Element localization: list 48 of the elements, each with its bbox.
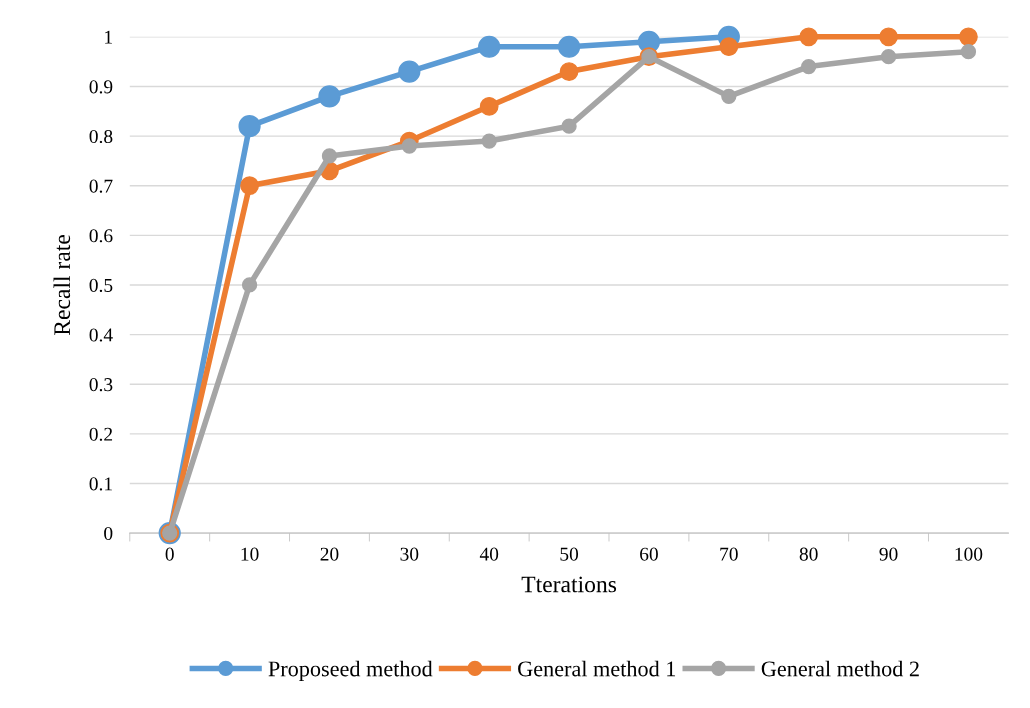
point <box>799 27 819 47</box>
point <box>561 118 577 134</box>
x-tick-label: 60 <box>640 547 658 561</box>
point <box>401 138 417 154</box>
x-tick-label: 90 <box>879 547 898 561</box>
point <box>481 133 497 149</box>
x-tick-label: 40 <box>479 547 499 561</box>
y-tick-label: 0.1 <box>89 477 112 491</box>
point <box>960 44 977 60</box>
legend-label: General method 1 <box>518 660 676 677</box>
point <box>959 27 978 47</box>
x-tick-label: 30 <box>400 547 419 561</box>
y-tick-label: 0.2 <box>89 427 113 441</box>
x-tick-label: 50 <box>560 547 579 561</box>
point <box>880 49 897 65</box>
y-tick-label: 1 <box>105 30 112 44</box>
y-tick-label: 0.9 <box>89 80 113 94</box>
point <box>478 35 501 58</box>
point <box>479 96 499 116</box>
legend-label: Proposeed method <box>268 660 433 681</box>
point <box>398 60 421 83</box>
y-tick-label: 0.3 <box>89 378 113 392</box>
x-tick-label: 20 <box>320 547 339 561</box>
y-tick-label: 0 <box>104 526 113 541</box>
y-tick-label: 0.5 <box>89 278 113 292</box>
x-axis-title: Tterations <box>521 576 617 593</box>
point <box>721 88 737 105</box>
y-tick-label: 0.6 <box>89 229 113 243</box>
point <box>240 176 259 196</box>
y-tick-label: 0.7 <box>89 179 113 193</box>
x-tick-label: 80 <box>799 547 818 561</box>
point <box>879 27 898 47</box>
x-tick-label: 10 <box>241 547 259 561</box>
y-axis-title: Recall rate <box>53 234 71 336</box>
point <box>238 115 261 138</box>
x-tick-label: 70 <box>720 547 738 561</box>
legend-label: General method 2 <box>761 660 919 677</box>
point <box>719 37 739 57</box>
point <box>559 62 579 81</box>
point <box>318 85 341 108</box>
y-tick-label: 0.4 <box>89 328 113 342</box>
y-tick-label: 0.8 <box>89 129 113 144</box>
x-tick-label: 0 <box>165 547 174 561</box>
point <box>321 148 338 164</box>
point <box>241 277 258 293</box>
x-tick-label: 100 <box>955 547 983 561</box>
point <box>801 58 817 75</box>
point <box>557 35 581 58</box>
